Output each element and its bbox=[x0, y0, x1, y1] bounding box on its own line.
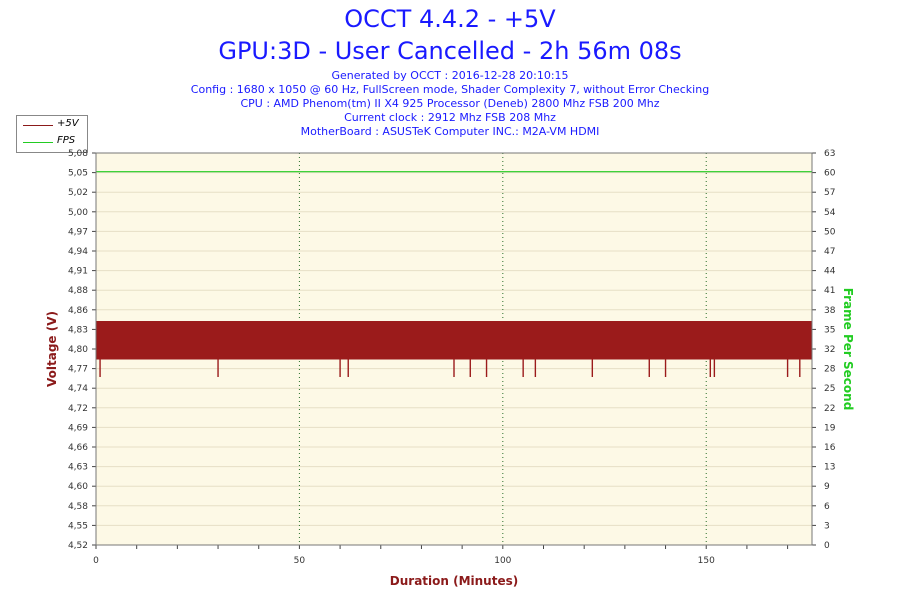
info-config: Config : 1680 x 1050 @ 60 Hz, FullScreen… bbox=[190, 83, 710, 96]
y-tick-label: 4,74 bbox=[68, 384, 88, 394]
legend-label-fps: FPS bbox=[57, 135, 76, 146]
y-tick-label: 4,66 bbox=[68, 443, 88, 453]
legend-label-voltage: +5V bbox=[57, 118, 79, 129]
y2-tick-label: 60 bbox=[824, 169, 836, 179]
chart-title: OCCT 4.4.2 - +5V bbox=[344, 5, 556, 33]
y-tick-label: 4,63 bbox=[68, 463, 88, 473]
x-tick-label: 0 bbox=[93, 556, 99, 566]
y2-tick-label: 19 bbox=[824, 423, 836, 433]
y-tick-label: 4,97 bbox=[68, 227, 88, 237]
y2-tick-label: 6 bbox=[824, 502, 830, 512]
y2-tick-label: 0 bbox=[824, 541, 830, 551]
y-tick-label: 4,91 bbox=[68, 267, 88, 277]
y-tick-label: 4,94 bbox=[68, 247, 88, 257]
y-tick-label: 4,58 bbox=[68, 502, 88, 512]
y2-tick-label: 28 bbox=[824, 365, 836, 375]
y-tick-label: 4,52 bbox=[68, 541, 88, 551]
y2-tick-label: 50 bbox=[824, 227, 836, 237]
y2-tick-label: 57 bbox=[824, 188, 835, 198]
y2-tick-label: 44 bbox=[824, 267, 836, 277]
info-cpu: CPU : AMD Phenom(tm) II X4 925 Processor… bbox=[240, 97, 660, 110]
y2-tick-label: 22 bbox=[824, 404, 835, 414]
y2-tick-label: 9 bbox=[824, 482, 830, 492]
y-tick-label: 4,77 bbox=[68, 365, 88, 375]
y2-tick-label: 32 bbox=[824, 345, 835, 355]
y-tick-label: 4,88 bbox=[68, 286, 88, 296]
y2-tick-label: 54 bbox=[824, 208, 836, 218]
y2-axis-title: Frame Per Second bbox=[841, 288, 855, 411]
y2-tick-label: 25 bbox=[824, 384, 835, 394]
y-tick-label: 4,83 bbox=[68, 325, 88, 335]
legend-swatch-fps bbox=[23, 142, 53, 143]
series-voltage-band bbox=[96, 321, 812, 360]
y2-tick-label: 41 bbox=[824, 286, 835, 296]
y2-tick-label: 35 bbox=[824, 325, 835, 335]
y2-tick-label: 16 bbox=[824, 443, 836, 453]
y-tick-label: 5,08 bbox=[68, 149, 88, 159]
y-tick-label: 4,72 bbox=[68, 404, 88, 414]
y-tick-label: 5,05 bbox=[68, 169, 88, 179]
x-tick-label: 150 bbox=[698, 556, 715, 566]
y-axis-title: Voltage (V) bbox=[45, 311, 59, 387]
info-generated: Generated by OCCT : 2016-12-28 20:10:15 bbox=[331, 69, 569, 82]
plot-frame bbox=[95, 152, 813, 546]
y-tick-label: 4,80 bbox=[68, 345, 88, 355]
x-tick-label: 50 bbox=[294, 556, 306, 566]
y2-tick-label: 3 bbox=[824, 521, 830, 531]
y2-tick-label: 38 bbox=[824, 306, 836, 316]
y2-tick-label: 63 bbox=[824, 149, 835, 159]
x-tick-label: 100 bbox=[494, 556, 511, 566]
y-tick-label: 5,02 bbox=[68, 188, 88, 198]
y-tick-label: 5,00 bbox=[68, 208, 88, 218]
legend-item-fps: FPS bbox=[17, 134, 87, 150]
y-tick-label: 4,69 bbox=[68, 423, 88, 433]
legend-swatch-voltage bbox=[23, 125, 53, 126]
y2-tick-label: 47 bbox=[824, 247, 835, 257]
x-axis-title: Duration (Minutes) bbox=[390, 574, 518, 588]
chart-subtitle: GPU:3D - User Cancelled - 2h 56m 08s bbox=[218, 37, 682, 65]
y-tick-label: 4,86 bbox=[68, 306, 88, 316]
y-tick-label: 4,55 bbox=[68, 521, 88, 531]
info-motherboard: MotherBoard : ASUSTeK Computer INC.: M2A… bbox=[300, 125, 600, 138]
info-clock: Current clock : 2912 Mhz FSB 208 Mhz bbox=[344, 111, 556, 124]
legend: +5V FPS bbox=[16, 115, 88, 153]
legend-item-voltage: +5V bbox=[17, 117, 87, 133]
y-tick-label: 4,60 bbox=[68, 482, 88, 492]
y2-tick-label: 13 bbox=[824, 463, 835, 473]
